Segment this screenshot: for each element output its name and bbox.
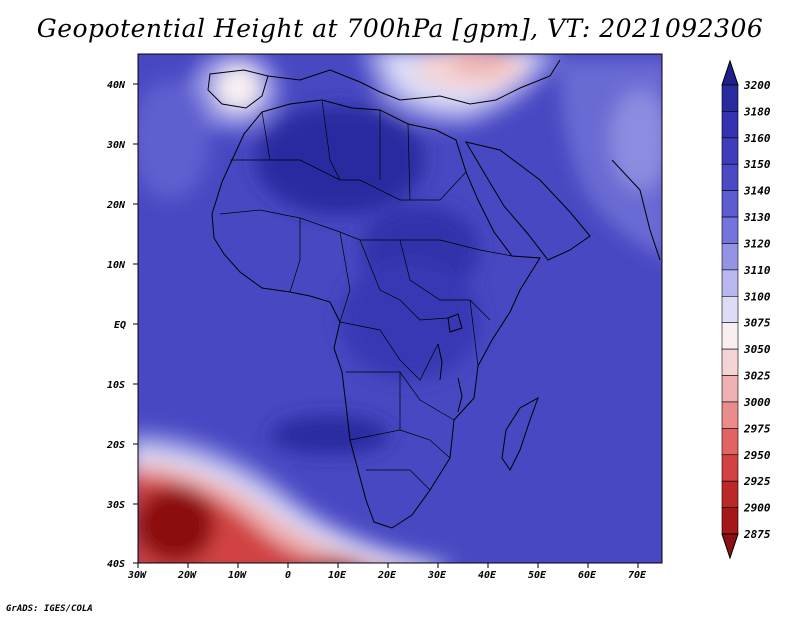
colorbar-label: 3140	[743, 185, 771, 198]
colorbar-label: 3100	[743, 290, 771, 303]
country-borders	[219, 99, 513, 491]
colorbar-label: 3130	[743, 211, 771, 224]
colorbar-label: 3150	[743, 158, 771, 171]
colorbar-swatch	[721, 375, 739, 403]
colorbar-swatch	[721, 190, 739, 218]
colorbar-label: 3180	[743, 105, 771, 118]
colorbar-swatch	[721, 322, 739, 350]
colorbar-label: 3120	[743, 237, 771, 250]
lon-label: 20E	[377, 570, 397, 581]
lon-label: 30E	[427, 570, 447, 581]
height-field	[138, 54, 662, 563]
colorbar-top-arrow	[721, 59, 739, 86]
lon-label: 20W	[177, 570, 197, 581]
colorbar-swatch	[721, 243, 739, 271]
arabia-coastline	[464, 141, 591, 261]
colorbar-label: 3000	[743, 396, 771, 409]
lat-label: 40N	[107, 80, 126, 91]
map-title: Geopotential Height at 700hPa [gpm], VT:…	[36, 14, 764, 43]
lon-label: 30W	[127, 570, 147, 581]
colorbar-swatch	[721, 295, 739, 324]
colorbar-label: 2925	[743, 475, 771, 488]
lat-label: 30N	[106, 140, 126, 151]
colorbar-swatch	[721, 507, 739, 535]
lat-label: 20N	[106, 200, 126, 211]
colorbar-swatch	[721, 348, 739, 376]
lon-label: 10E	[328, 570, 347, 581]
colorbar-label: 2975	[743, 422, 771, 435]
colorbar-label: 3050	[743, 343, 771, 356]
colorbar-swatch	[721, 401, 739, 429]
colorbar-label: 2950	[743, 449, 771, 462]
lon-label: 70E	[628, 570, 647, 581]
colorbar-label: 3200	[743, 79, 771, 92]
madagascar-coastline	[501, 396, 539, 471]
colorbar-swatch	[721, 480, 739, 508]
colorbar-swatch	[721, 137, 739, 165]
colorbar-swatch	[721, 163, 739, 191]
lake-tanganyika	[437, 343, 443, 381]
colorbar-swatch	[721, 111, 739, 139]
colorbar-label: 2900	[743, 502, 771, 515]
lon-label: 60E	[578, 570, 597, 581]
lon-label: 50E	[528, 570, 547, 581]
lon-label: 40E	[478, 570, 497, 581]
colorbar-label: 3160	[743, 132, 771, 145]
colorbar-bottom-arrow	[721, 533, 739, 560]
lake-victoria	[447, 313, 463, 333]
colorbar-label: 2875	[743, 528, 771, 541]
lat-label: 10S	[107, 380, 125, 391]
lat-label: 10N	[107, 260, 126, 271]
footer-credit: GrADS: IGES/COLA	[6, 604, 93, 614]
lon-labels: 30W 20W 10W 0 10E 20E 30E 40E 50E 60E 70…	[127, 570, 647, 581]
colorbar-swatch	[721, 454, 739, 482]
colorbar-swatch	[721, 269, 739, 297]
lat-label: 30S	[106, 500, 125, 511]
lat-label: 20S	[106, 440, 125, 451]
iberia-coastline	[207, 69, 269, 109]
colorbar-label: 3075	[743, 317, 771, 330]
colorbar-label: 3110	[743, 264, 771, 277]
lat-label: 40S	[107, 559, 125, 570]
india-coastline	[611, 159, 661, 261]
lake-malawi	[457, 377, 463, 413]
colorbar-swatch	[721, 216, 739, 244]
map-frame	[137, 53, 663, 564]
europe-coastline	[267, 59, 561, 105]
colorbar: 3200 3180 3160 3150 3140 3130 3120 3110 3100 3075…	[721, 59, 771, 560]
lat-labels: 40N 30N 20N 10N EQ 10S 20S 30S 40S	[106, 80, 126, 570]
colorbar-swatch	[721, 428, 739, 456]
lon-label: 10W	[228, 570, 247, 581]
colorbar-label: 3025	[743, 370, 771, 383]
colorbar-swatch	[721, 84, 739, 112]
lon-label: 0	[285, 570, 291, 581]
lat-label: EQ	[114, 320, 126, 331]
axis-ticks	[133, 83, 639, 568]
